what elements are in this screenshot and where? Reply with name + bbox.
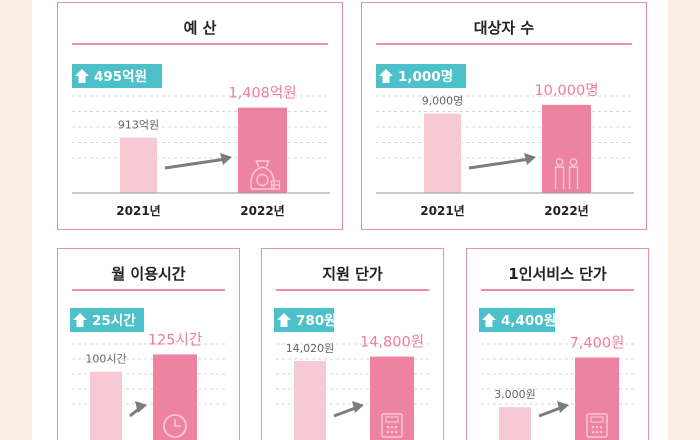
monthly-hours-card: 25시간 100시간 125시간 월 이용시간 xyxy=(57,248,240,440)
calculator-key xyxy=(386,425,390,429)
calculator-key xyxy=(386,430,390,434)
money-bag-icon xyxy=(250,160,281,190)
growth-arrow-line xyxy=(468,157,531,170)
title-divider xyxy=(72,43,328,45)
calculator-key xyxy=(394,425,398,429)
person-body xyxy=(568,166,579,189)
previous-value-label: 913억원 xyxy=(118,119,159,132)
current-value-label: 7,400원 xyxy=(570,335,625,352)
monthly-hours-chart: 25시간 100시간 125시간 xyxy=(70,308,227,440)
category-label: 2022년 xyxy=(240,204,284,218)
recipients-chart: 1,000명 9,000명 10,000명 2021년 2022년 xyxy=(376,64,634,218)
money-bag-neck xyxy=(255,160,270,168)
current-value-label: 125시간 xyxy=(148,331,202,348)
up-arrow-icon xyxy=(379,69,393,83)
previous-value-label: 3,000원 xyxy=(494,388,536,401)
bar-current xyxy=(153,354,197,440)
money-bag-body xyxy=(250,166,275,190)
bar-previous xyxy=(424,113,461,193)
title-divider xyxy=(276,289,429,291)
budget-card: 495억원 913억원 1,408억원 2021년 2022년 예 산 xyxy=(57,2,343,230)
clock-hands xyxy=(174,419,181,427)
person-head xyxy=(569,158,578,166)
current-value-label: 14,800원 xyxy=(360,334,424,351)
category-label: 2021년 xyxy=(420,204,464,218)
calculator-icon xyxy=(381,413,403,438)
calculator-key xyxy=(390,425,394,429)
previous-value-label: 9,000명 xyxy=(422,95,464,108)
bar-previous xyxy=(499,407,531,440)
increase-value-label: 25시간 xyxy=(92,312,136,329)
growth-arrow-line xyxy=(164,157,227,170)
bar-previous xyxy=(294,361,326,440)
calculator-body xyxy=(381,413,403,438)
title-divider xyxy=(376,43,632,45)
bar-current xyxy=(542,104,591,193)
growth-arrow-head xyxy=(352,401,364,413)
calculator-screen xyxy=(590,416,604,423)
increase-value-label: 495억원 xyxy=(94,69,147,85)
card-title: 지원 단가 xyxy=(322,265,383,283)
current-value-label: 10,000명 xyxy=(534,82,598,99)
won-coin xyxy=(256,173,269,187)
category-label: 2021년 xyxy=(116,204,160,218)
bar-current xyxy=(238,107,287,193)
calculator-body xyxy=(586,413,608,438)
calculator-key xyxy=(394,430,398,434)
recipients-card: 1,000명 9,000명 10,000명 2021년 2022년 대상자 수 xyxy=(361,2,647,230)
unit-price-chart: 780원 14,020원 14,800원 xyxy=(274,308,431,440)
previous-value-label: 100시간 xyxy=(85,353,126,366)
up-arrow-icon xyxy=(482,313,496,327)
card-title: 대상자 수 xyxy=(473,19,535,37)
calculator-key xyxy=(599,425,603,429)
card-title: 예 산 xyxy=(183,19,217,37)
clock-icon xyxy=(163,414,187,438)
category-label: 2022년 xyxy=(544,204,588,218)
title-divider xyxy=(72,289,225,291)
growth-arrow-head xyxy=(557,401,569,413)
title-divider xyxy=(481,289,634,291)
person-body xyxy=(554,166,565,189)
calculator-key xyxy=(591,425,595,429)
coin-stack xyxy=(270,180,281,190)
up-arrow-icon xyxy=(73,313,87,327)
card-title: 월 이용시간 xyxy=(111,265,186,283)
per-person-price-card: 4,400원 3,000원 7,400원 1인서비스 단가 xyxy=(466,248,649,440)
calculator-key xyxy=(599,430,603,434)
calculator-key xyxy=(390,430,394,434)
increase-value-label: 1,000명 xyxy=(398,68,453,85)
calculator-screen xyxy=(385,416,399,423)
increase-value-label: 4,400원 xyxy=(501,313,556,329)
bar-previous xyxy=(90,371,122,440)
per-person-price-chart: 4,400원 3,000원 7,400원 xyxy=(479,308,636,440)
budget-chart: 495억원 913억원 1,408억원 2021년 2022년 xyxy=(72,64,330,218)
growth-arrow-head xyxy=(220,153,232,165)
bar-previous xyxy=(120,137,157,193)
up-arrow-icon xyxy=(277,313,291,327)
up-arrow-icon xyxy=(75,69,89,83)
card-title: 1인서비스 단가 xyxy=(508,265,607,283)
calculator-key xyxy=(595,425,599,429)
unit-price-card: 780원 14,020원 14,800원 지원 단가 xyxy=(261,248,444,440)
person-head xyxy=(555,158,564,166)
growth-arrow-head xyxy=(524,153,536,165)
calculator-key xyxy=(595,430,599,434)
calculator-key xyxy=(591,430,595,434)
clock-face xyxy=(163,414,187,438)
current-value-label: 1,408억원 xyxy=(228,85,296,102)
growth-arrow-head xyxy=(135,401,147,413)
people-icon xyxy=(554,158,579,189)
previous-value-label: 14,020원 xyxy=(286,342,335,355)
calculator-icon xyxy=(586,413,608,438)
increase-value-label: 780원 xyxy=(296,313,337,329)
